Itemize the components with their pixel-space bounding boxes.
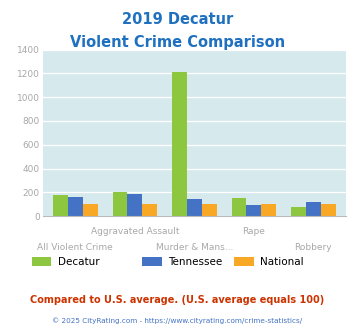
Bar — [321, 204, 336, 216]
Text: Compared to U.S. average. (U.S. average equals 100): Compared to U.S. average. (U.S. average … — [31, 295, 324, 305]
Text: Decatur: Decatur — [58, 257, 99, 267]
Text: Rape: Rape — [242, 227, 265, 236]
Bar — [261, 204, 276, 216]
Text: Murder & Mans...: Murder & Mans... — [156, 243, 233, 251]
Bar — [291, 207, 306, 216]
Bar — [83, 204, 98, 216]
Bar — [53, 195, 68, 216]
Text: All Violent Crime: All Violent Crime — [38, 243, 113, 251]
Bar — [113, 192, 127, 216]
Bar — [231, 198, 246, 216]
Text: Tennessee: Tennessee — [168, 257, 222, 267]
Bar — [187, 199, 202, 216]
Bar — [246, 205, 261, 216]
Text: © 2025 CityRating.com - https://www.cityrating.com/crime-statistics/: © 2025 CityRating.com - https://www.city… — [53, 317, 302, 324]
Bar — [306, 203, 321, 216]
Bar — [202, 204, 217, 216]
Text: Robbery: Robbery — [295, 243, 332, 251]
Bar — [127, 194, 142, 216]
Text: Violent Crime Comparison: Violent Crime Comparison — [70, 35, 285, 50]
Bar — [68, 197, 83, 216]
Text: Aggravated Assault: Aggravated Assault — [91, 227, 179, 236]
Bar — [172, 72, 187, 216]
Bar — [142, 204, 157, 216]
Text: 2019 Decatur: 2019 Decatur — [122, 12, 233, 26]
Text: National: National — [260, 257, 304, 267]
